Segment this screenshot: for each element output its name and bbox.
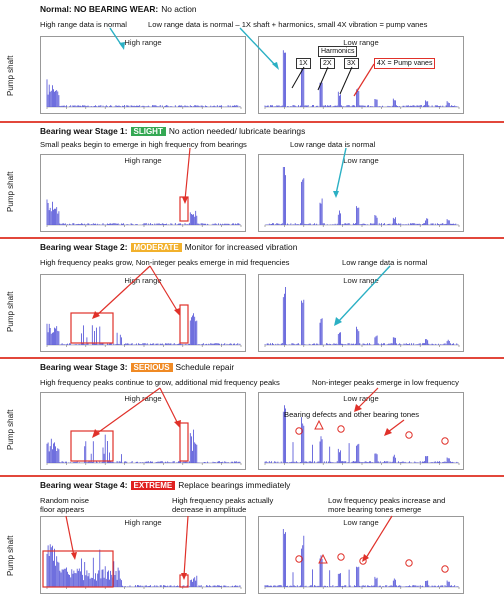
y-axis-label: Pump shaft [6, 171, 15, 212]
high-range-chart: High range [40, 516, 246, 594]
panel-stage-1: Pump shaft Bearing wear Stage 1: SLIGHT No… [0, 122, 504, 236]
note-high: Small peaks begin to emerge in high freq… [40, 140, 247, 149]
low-range-label: Low range [343, 156, 379, 165]
high-spectrum [46, 304, 242, 347]
pump-vanes-label: 4X = Pump vanes [374, 58, 436, 69]
high-spectrum [46, 422, 242, 465]
panel-action: Schedule repair [175, 362, 235, 372]
low-range-chart: Low range [258, 274, 464, 352]
panel-action: Monitor for increased vibration [184, 242, 298, 252]
y-axis-label: Pump shaft [6, 55, 15, 96]
note-high: High frequency peaks continue to grow, a… [40, 378, 280, 387]
severity-badge: SLIGHT [130, 127, 166, 136]
panel-action: No action needed/ lubricate bearings [168, 126, 306, 136]
low-range-chart: Low range [258, 516, 464, 594]
panel-action: Replace bearings immediately [178, 480, 291, 490]
note-high: High frequency peaks grow, Non-integer p… [40, 258, 290, 267]
low-spectrum [264, 50, 460, 109]
panel-title: Bearing wear Stage 4: EXTREME Replace bear… [40, 480, 290, 490]
note-low: Low range data is normal [290, 140, 376, 149]
panel-title-text: Normal: NO BEARING WEAR: [40, 4, 159, 14]
harmonics-label: Harmonics [318, 46, 358, 57]
high-range-label: High range [124, 156, 162, 165]
low-spectrum [264, 287, 460, 347]
high-range-label: High range [124, 38, 162, 47]
low-spectrum [264, 405, 460, 465]
high-range-chart: High range [40, 154, 246, 232]
low-range-label: Low range [343, 518, 379, 527]
panel-title: Normal: NO BEARING WEAR: No action [40, 4, 197, 14]
panel-title: Bearing wear Stage 2: MODERATE Monitor for… [40, 242, 297, 252]
y-axis-label: Pump shaft [6, 291, 15, 332]
divider-4 [0, 475, 504, 477]
low-spectrum [264, 529, 460, 589]
y-axis-label: Pump shaft [6, 535, 15, 576]
y-axis-label: Pump shaft [6, 409, 15, 450]
divider-1 [0, 121, 504, 123]
high-range-chart: High range [40, 392, 246, 470]
high-range-label: High range [124, 518, 162, 527]
high-range-chart: High range [40, 36, 246, 114]
panel-title: Bearing wear Stage 3: SERIOUS Schedule rep… [40, 362, 234, 372]
divider-3 [0, 357, 504, 359]
low-spectrum [264, 167, 460, 227]
severity-badge: EXTREME [130, 481, 176, 490]
bearing-defects-label: Bearing defects and other bearing tones [284, 410, 420, 419]
panel-stage-4: Pump shaft Bearing wear Stage 4: EXTREME R… [0, 476, 504, 600]
high-spectrum [46, 79, 242, 109]
panel-stage-2: Pump shaft Bearing wear Stage 2: MODERATE… [0, 238, 504, 356]
low-range-label: Low range [343, 38, 379, 47]
note-low: Low range data is normal – 1X shaft + ha… [148, 20, 428, 29]
severity-badge: SERIOUS [130, 363, 173, 372]
note-noise-floor: Random noise floor appears [40, 496, 89, 514]
high-spectrum [42, 544, 242, 589]
panel-normal: Pump shaft Normal: NO BEARING WEAR: No ac… [0, 0, 504, 120]
harmonic-2x: 2X [320, 58, 335, 69]
note-high: High range data is normal [40, 20, 127, 29]
panel-title-text: Bearing wear Stage 4: [40, 480, 128, 490]
note-low: Low range data is normal [342, 258, 428, 267]
panel-title: Bearing wear Stage 1: SLIGHT No action nee… [40, 126, 305, 136]
divider-2 [0, 237, 504, 239]
panel-title-text: Bearing wear Stage 2: [40, 242, 128, 252]
panel-title-text: Bearing wear Stage 1: [40, 126, 128, 136]
high-range-chart: High range [40, 274, 246, 352]
panel-action: No action [161, 4, 197, 14]
low-range-chart: Low range [258, 154, 464, 232]
harmonic-1x: 1X [296, 58, 311, 69]
panel-stage-3: Pump shaft Bearing wear Stage 3: SERIOUS S… [0, 358, 504, 474]
severity-badge: MODERATE [130, 243, 182, 252]
panel-title-text: Bearing wear Stage 3: [40, 362, 128, 372]
low-range-chart: Low range [258, 392, 464, 470]
high-spectrum [46, 196, 242, 227]
note-high-decrease: High frequency peaks actually decrease i… [172, 496, 274, 514]
note-low: Non-integer peaks emerge in low frequenc… [312, 378, 459, 387]
low-range-chart: Low range [258, 36, 464, 114]
harmonic-3x: 3X [344, 58, 359, 69]
note-low-increase: Low frequency peaks increase and more be… [328, 496, 446, 514]
